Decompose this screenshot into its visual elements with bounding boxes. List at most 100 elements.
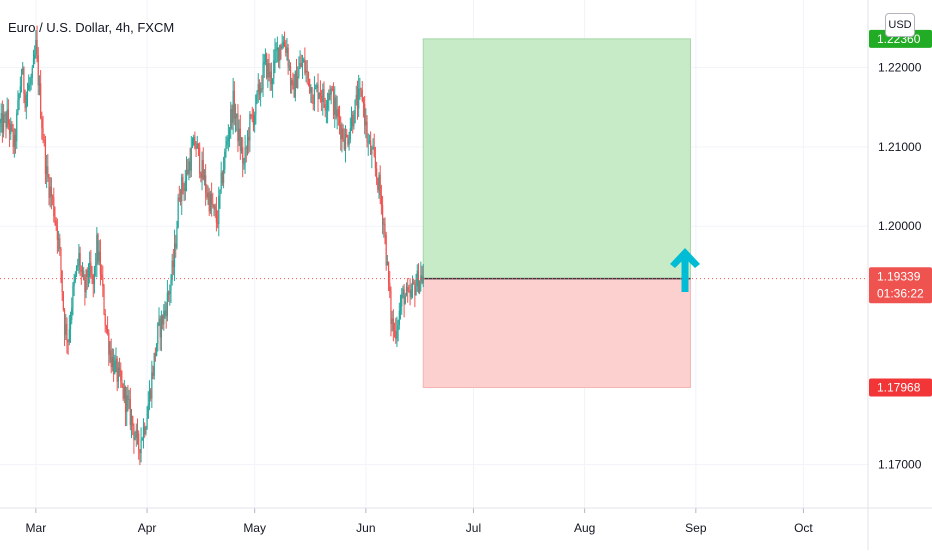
candle-body <box>7 109 9 125</box>
candle-body <box>399 306 402 311</box>
candle-body <box>366 121 368 143</box>
candle <box>187 159 189 176</box>
candle-body <box>84 279 86 293</box>
candle-body <box>387 261 390 284</box>
candle-body <box>274 50 276 61</box>
candle <box>243 157 245 170</box>
candle <box>200 171 202 183</box>
candle <box>248 127 250 154</box>
candle-body <box>47 166 49 178</box>
candle-body <box>282 41 284 47</box>
candle <box>246 130 249 156</box>
candle <box>47 154 49 182</box>
candle <box>379 165 381 205</box>
candle <box>87 263 90 288</box>
candle-body <box>62 292 64 310</box>
candle-body <box>145 428 147 435</box>
candle-body <box>258 84 261 95</box>
candle <box>81 262 84 278</box>
candle-body <box>285 46 287 53</box>
candle <box>380 184 382 215</box>
candle-body <box>150 389 152 399</box>
candle <box>50 177 53 210</box>
candle-body <box>115 358 117 361</box>
candle-body <box>163 311 165 325</box>
candle <box>298 56 300 79</box>
candle-body <box>46 166 48 174</box>
candle-body <box>208 192 210 212</box>
candle-body <box>250 114 252 116</box>
candle <box>0 103 2 133</box>
candle <box>31 64 33 86</box>
candle-body <box>205 175 207 193</box>
candle-body <box>77 265 79 267</box>
candle-body <box>121 380 123 384</box>
candle-body <box>299 63 301 68</box>
candle-body <box>374 156 377 169</box>
candle-body <box>307 71 310 79</box>
candle-body <box>90 262 92 275</box>
candle <box>98 240 100 266</box>
candle-body <box>402 289 404 295</box>
candle-body <box>166 292 168 317</box>
candle <box>63 307 66 347</box>
candle <box>136 418 139 445</box>
candle <box>271 78 274 98</box>
candle <box>14 128 17 154</box>
candle-body <box>315 88 317 90</box>
candle-body <box>323 89 325 105</box>
candle-body <box>276 47 278 50</box>
candle <box>37 47 39 96</box>
candle-body <box>306 70 308 72</box>
candle <box>163 304 165 331</box>
candle-body <box>393 330 396 332</box>
candle <box>48 173 50 206</box>
candle <box>183 182 185 202</box>
candle-body <box>237 113 239 141</box>
candle-body <box>214 205 216 210</box>
candle-body <box>252 116 255 126</box>
candle <box>75 265 78 277</box>
candle <box>301 54 304 80</box>
candle <box>252 108 255 132</box>
candle-body <box>419 281 421 293</box>
candle <box>294 70 296 102</box>
candle-body <box>421 275 423 284</box>
candle-body <box>0 113 2 124</box>
candle <box>387 261 390 292</box>
candle-body <box>370 140 372 155</box>
last-price-label-countdown: 01:36:22 <box>877 286 924 300</box>
candle <box>173 229 176 281</box>
candle-body <box>338 116 341 125</box>
candle <box>10 117 12 141</box>
candle <box>218 186 220 237</box>
candle-body <box>102 277 104 287</box>
candle <box>128 389 130 410</box>
candle <box>30 73 32 91</box>
candle <box>124 385 127 427</box>
candle <box>123 379 125 404</box>
candle <box>390 286 392 337</box>
candle-body <box>170 279 172 292</box>
candle-body <box>61 270 63 293</box>
candle <box>4 111 6 123</box>
candle <box>415 273 417 296</box>
candle-body <box>22 68 24 75</box>
candle-body <box>342 128 344 140</box>
candle-body <box>29 83 31 85</box>
candle-body <box>130 415 133 426</box>
candle-body <box>196 143 198 149</box>
currency-button[interactable]: USD <box>885 13 915 37</box>
candle <box>20 68 23 93</box>
candle-body <box>335 97 337 118</box>
candle-body <box>239 128 241 151</box>
candle-body <box>407 287 409 292</box>
candle-body <box>301 62 304 67</box>
candle-body <box>103 286 105 314</box>
candle <box>151 360 153 408</box>
candle <box>329 85 331 101</box>
candle-body <box>63 309 66 336</box>
candle <box>376 161 378 186</box>
